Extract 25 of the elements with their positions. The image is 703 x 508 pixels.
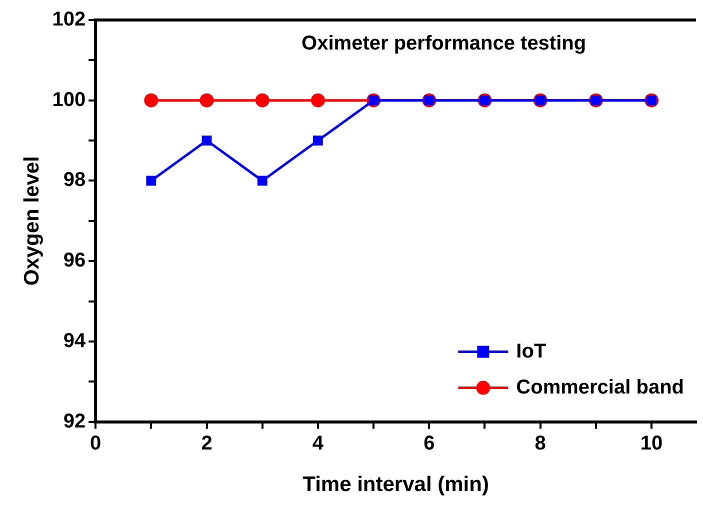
point	[200, 93, 214, 108]
text: Oximeter performance testing	[302, 32, 586, 55]
x-tick-label: 4	[312, 432, 324, 454]
x-axis-title: Time interval (min)	[302, 473, 489, 496]
y-tick-label: 96	[63, 250, 86, 272]
x-tick-label: 6	[424, 432, 435, 454]
point	[255, 93, 270, 108]
y-tick-label: 100	[52, 88, 86, 111]
point	[202, 136, 212, 146]
x-tick-label: 10	[640, 432, 663, 454]
y-tick-label: 98	[63, 169, 86, 192]
y-tick-label: 94	[63, 330, 86, 352]
legend-label: IoT	[516, 340, 546, 362]
y-tick-label: 92	[63, 410, 86, 432]
point	[144, 93, 158, 108]
point	[310, 93, 325, 108]
x-tick-label: 8	[534, 432, 546, 454]
point	[146, 176, 156, 186]
x-tick-label: 0	[90, 432, 102, 454]
x-tick-label: 2	[201, 432, 212, 454]
y-tick-label: 102	[52, 8, 86, 31]
point	[257, 176, 268, 186]
legend-label: Commercial band	[516, 376, 684, 398]
point	[313, 136, 323, 146]
y-axis-title: Oxygen level	[20, 156, 44, 286]
